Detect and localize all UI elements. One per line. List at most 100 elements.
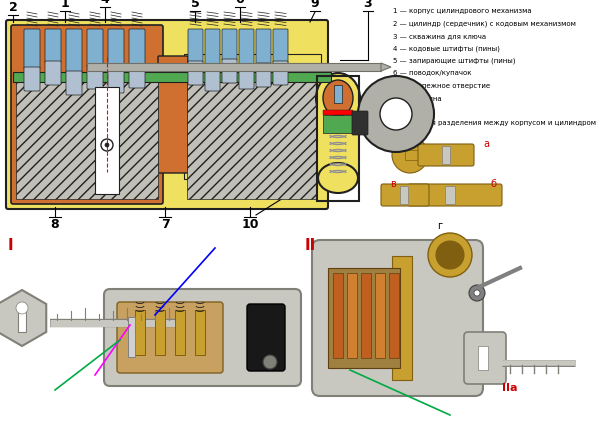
FancyBboxPatch shape [129,29,145,66]
Bar [361,273,371,358]
Circle shape [436,241,464,269]
Bar [445,186,455,204]
Bar [317,76,359,201]
Text: 7 — крепежное отверстие: 7 — крепежное отверстие [393,83,490,89]
FancyBboxPatch shape [45,61,61,85]
Text: 1: 1 [61,0,70,10]
FancyBboxPatch shape [418,144,474,166]
Ellipse shape [318,163,358,193]
Bar [323,115,353,133]
Bar [405,150,420,160]
Circle shape [392,137,428,173]
FancyBboxPatch shape [256,63,271,87]
Bar [184,54,321,179]
Text: 9: 9 [311,0,319,10]
Bar [128,317,135,357]
FancyBboxPatch shape [108,69,124,93]
Bar [334,85,342,103]
Circle shape [474,290,480,296]
FancyBboxPatch shape [117,302,223,373]
FancyBboxPatch shape [188,29,203,63]
FancyBboxPatch shape [222,59,237,83]
Text: 2 — цилиндр (сердечник) с кодовым механизмом: 2 — цилиндр (сердечник) с кодовым механи… [393,21,576,27]
FancyBboxPatch shape [239,65,254,89]
Bar [155,310,165,355]
FancyBboxPatch shape [352,111,368,135]
Text: 6: 6 [236,0,244,6]
Text: I: I [8,238,14,253]
Circle shape [380,98,412,130]
Bar [392,256,412,380]
Circle shape [428,233,472,277]
FancyBboxPatch shape [239,29,254,67]
Text: в: в [390,179,396,189]
Ellipse shape [323,80,353,116]
FancyBboxPatch shape [256,29,271,65]
Text: 3: 3 [364,0,373,10]
Text: 4 — кодовые штифты (пины): 4 — кодовые штифты (пины) [393,45,500,52]
Polygon shape [381,63,391,71]
FancyBboxPatch shape [408,184,502,206]
Bar [442,146,450,164]
Text: 3 — скважина для ключа: 3 — скважина для ключа [393,33,486,39]
FancyBboxPatch shape [273,29,288,63]
FancyBboxPatch shape [188,61,203,85]
FancyBboxPatch shape [464,332,506,384]
FancyBboxPatch shape [24,67,40,91]
FancyBboxPatch shape [104,289,301,386]
FancyBboxPatch shape [24,29,40,69]
Bar [333,273,343,358]
Text: 2: 2 [8,1,17,14]
FancyBboxPatch shape [87,65,103,89]
Bar [328,268,400,368]
Polygon shape [0,290,46,346]
Bar [13,72,331,82]
Bar [135,310,145,355]
Bar [478,346,488,370]
Text: а: а [483,139,489,149]
Text: 8: 8 [50,218,59,231]
Text: II: II [305,238,316,253]
Circle shape [263,355,277,369]
Bar [375,273,385,358]
Ellipse shape [316,73,360,123]
FancyBboxPatch shape [45,29,61,63]
Text: г: г [437,221,443,231]
Circle shape [469,285,485,301]
Bar [347,273,357,358]
Text: 5: 5 [191,0,199,10]
Bar [187,82,316,199]
FancyBboxPatch shape [66,71,82,95]
Circle shape [358,76,434,152]
FancyBboxPatch shape [129,64,145,88]
Bar [389,273,399,358]
FancyBboxPatch shape [312,240,483,396]
Bar [400,186,408,204]
FancyBboxPatch shape [247,304,285,371]
FancyBboxPatch shape [273,61,288,85]
FancyBboxPatch shape [205,29,220,69]
Text: б: б [490,179,496,189]
Text: 10 — линия разделения между корпусом и цилиндром: 10 — линия разделения между корпусом и ц… [393,121,596,127]
FancyBboxPatch shape [222,29,237,61]
Circle shape [105,143,109,147]
Bar [95,87,119,194]
Bar [87,63,381,71]
Bar [16,82,158,199]
Text: 5 — запирающие штифты (пины): 5 — запирающие штифты (пины) [393,58,515,64]
Circle shape [101,139,113,151]
Text: 10: 10 [241,218,259,231]
Text: 9 — ключ: 9 — ключ [393,108,428,114]
FancyBboxPatch shape [66,29,82,73]
Text: 6 — поводок/купачок: 6 — поводок/купачок [393,70,472,76]
FancyBboxPatch shape [381,184,429,206]
Bar [318,98,358,178]
FancyBboxPatch shape [158,56,188,173]
FancyBboxPatch shape [6,20,328,209]
Text: 1 — корпус цилиндрового механизма: 1 — корпус цилиндрового механизма [393,8,532,14]
Bar [323,110,353,115]
Bar [195,310,205,355]
FancyBboxPatch shape [205,67,220,91]
Text: 8 — пружина: 8 — пружина [393,96,442,102]
Bar [18,304,26,332]
